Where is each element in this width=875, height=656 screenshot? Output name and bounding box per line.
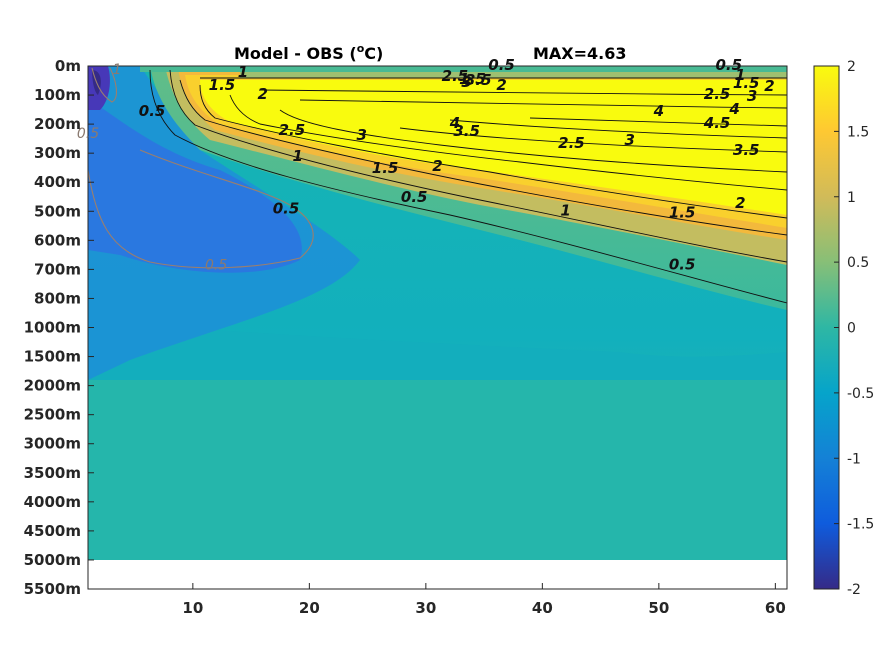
colorbar-tick-label: -1 <box>847 451 861 467</box>
x-tick-label: 30 <box>415 599 436 617</box>
contour-label: 1.5 <box>372 159 399 177</box>
contour-label: 1.5 <box>209 76 236 94</box>
contour-label: 0.5 <box>77 126 99 142</box>
y-tick-label: 400m <box>34 173 81 191</box>
colorbar-tick-label: 0 <box>847 321 856 337</box>
y-tick-label: 700m <box>34 260 81 278</box>
contour-label: 3 <box>357 126 367 144</box>
heatmap-field <box>88 66 787 560</box>
x-tick-label: 50 <box>648 599 669 617</box>
colorbar-tick-label: 0.5 <box>847 255 869 271</box>
negative-contours <box>88 67 314 269</box>
y-axis: 0m 100m 200m 300m 400m 500m 600m 700m 800m 1000m 1… <box>24 57 94 598</box>
contour-label: 3 <box>461 73 471 91</box>
title-degree-sup: o <box>357 42 365 55</box>
contour-label: 4 <box>728 100 739 118</box>
y-tick-label: 500m <box>34 202 81 220</box>
title-unit: C) <box>364 44 383 63</box>
colorbar-tick-label: 2 <box>847 59 856 75</box>
contour-label: 2 <box>496 76 506 94</box>
contour-label: 4 <box>653 102 664 120</box>
contour-label: 1 <box>292 147 302 165</box>
y-tick-label: 2500m <box>24 406 81 424</box>
y-tick-label: 5000m <box>24 551 81 569</box>
y-tick-label: 2000m <box>24 377 81 395</box>
colorbar-tick-label: 1 <box>847 190 856 206</box>
contour-label: 0.5 <box>669 255 696 273</box>
contour-label: 0.5 <box>139 102 166 120</box>
contour-label: 1 <box>560 201 570 219</box>
contour-label: 3.5 <box>453 122 480 140</box>
contour-label: 0.5 <box>273 199 300 217</box>
x-tick-label: 20 <box>299 599 320 617</box>
contour-label: 2.5 <box>704 85 731 103</box>
y-tick-label: 300m <box>34 144 81 162</box>
chart-title: Model - OBS (oC) <box>234 42 383 63</box>
y-tick-label: 100m <box>34 86 81 104</box>
y-tick-label: 200m <box>34 115 81 133</box>
y-tick-label: 0m <box>55 57 81 75</box>
y-tick-label: 800m <box>34 289 81 307</box>
contour-label: 4 <box>449 114 460 132</box>
contour-label: 2 <box>764 77 774 95</box>
x-tick-label: 60 <box>765 599 786 617</box>
contour-label: 0.5 <box>488 56 515 74</box>
colorbar-tick-label: 1.5 <box>847 124 869 140</box>
y-tick-label: 4000m <box>24 493 81 511</box>
y-tick-label: 3500m <box>24 464 81 482</box>
colorbar-ticks: 2 1.5 1 0.5 0 -0.5 -1 -1.5 -2 <box>834 59 874 598</box>
colorbar-tick-label: -2 <box>847 582 861 598</box>
contour-label: 1 <box>238 63 248 81</box>
contour-label: 1.5 <box>733 74 760 92</box>
contour-labels: 0.511.5 20.52.5 311.5 20.51.5 22.533.543.543… <box>77 56 775 273</box>
contour-label: 2 <box>258 85 268 103</box>
contour-label: 2 <box>432 157 442 175</box>
contour-label: 1 <box>735 66 745 84</box>
colorbar-tick-label: -0.5 <box>847 386 874 402</box>
x-tick-label: 40 <box>532 599 553 617</box>
contour-label: 3.5 <box>465 71 492 89</box>
y-tick-label: 4500m <box>24 522 81 540</box>
contour-label: 0.5 <box>205 257 227 273</box>
contour-label: 0.5 <box>715 56 742 74</box>
positive-contours <box>149 69 787 304</box>
contour-label: 1.5 <box>669 203 696 221</box>
colorbar-tick-label: -1.5 <box>847 517 874 533</box>
contour-label: 1 <box>113 62 122 78</box>
x-tick-label: 10 <box>182 599 203 617</box>
y-tick-label: 1000m <box>24 319 81 337</box>
contour-label: 0.5 <box>401 188 428 206</box>
contour-label: 3 <box>747 87 757 105</box>
contour-label: 3.5 <box>733 141 760 159</box>
y-tick-label: 600m <box>34 231 81 249</box>
contour-label: 3 <box>625 131 635 149</box>
y-tick-label: 3000m <box>24 435 81 453</box>
contour-label: 2.5 <box>442 67 469 85</box>
x-axis: 10 20 30 40 50 60 <box>182 583 786 617</box>
contour-label: 2.5 <box>279 121 306 139</box>
y-tick-label: 1500m <box>24 348 81 366</box>
y-tick-label: 5500m <box>24 580 81 598</box>
max-label: MAX=4.63 <box>533 44 627 63</box>
contour-label: 2.5 <box>558 134 585 152</box>
contour-label: 2 <box>735 194 745 212</box>
contour-label: 1.5 <box>459 70 486 88</box>
contour-label: 4.5 <box>703 114 731 132</box>
